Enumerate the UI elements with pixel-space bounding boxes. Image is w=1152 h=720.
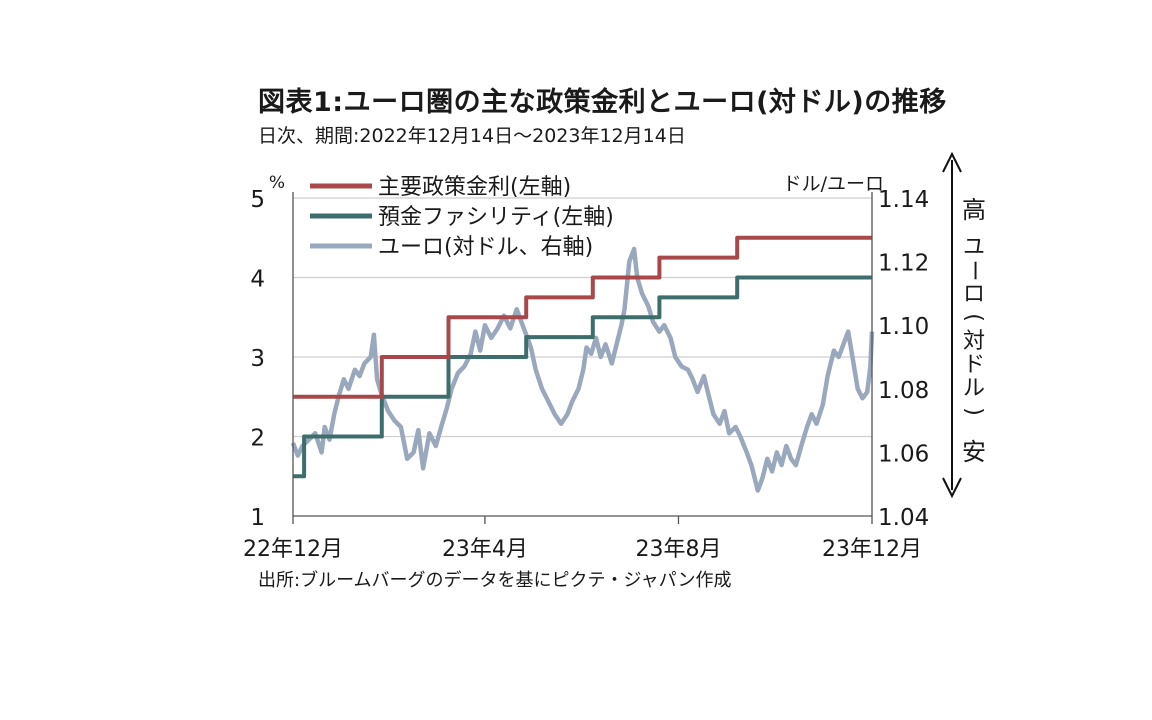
series-line-1 — [292, 275, 872, 479]
x-tick-label: 23年8月 — [635, 537, 721, 562]
arrow-head-up — [942, 151, 962, 173]
vertical-label-char: ル — [963, 376, 985, 401]
vertical-label-char: 対 — [963, 329, 985, 354]
y-right-tick-label: 1.10 — [878, 314, 929, 340]
y-left-tick-label: 1 — [250, 505, 265, 531]
x-tick-label: 23年4月 — [442, 537, 528, 562]
y-right-tick-label: 1.14 — [878, 187, 929, 213]
y-right-tick-label: 1.08 — [878, 378, 929, 404]
legend-label-0: 主要政策金利(左軸) — [378, 175, 571, 200]
series-line-2 — [290, 246, 875, 493]
y-right-unit-label: ドル/ユーロ — [783, 173, 884, 195]
vertical-label-char: ユ — [963, 235, 985, 260]
vertical-label-char: ー — [961, 259, 986, 281]
vertical-label-char: ) — [961, 407, 986, 416]
series-line-0 — [293, 235, 872, 399]
y-left-tick-label: 3 — [250, 346, 265, 372]
legend-layer: 主要政策金利(左軸) 預金ファシリティ(左軸) ユーロ(対ドル、右軸) — [310, 175, 614, 260]
chart-source: 出所:ブルームバーグのデータを基にピクテ・ジャパン作成 — [258, 570, 732, 591]
arrow-head-down — [942, 477, 962, 499]
annotation-layer: 高安 ユーロ ( 対ドル) — [942, 151, 986, 499]
y-left-tick-label: 5 — [250, 187, 265, 213]
y-right-tick-label: 1.04 — [878, 505, 929, 531]
y-right-tick-label: 1.12 — [878, 251, 929, 277]
legend-label-1: 預金ファシリティ(左軸) — [378, 205, 614, 230]
y-left-tick-label: 2 — [250, 426, 265, 452]
axes-layer: 1 2 3 4 5 1.04 1.06 1.08 1.10 1.12 1.14 22年12月 23年4月… — [243, 173, 929, 562]
y-left-unit-label: % — [269, 173, 285, 193]
y-left-tick-label: 4 — [250, 267, 265, 293]
annotation-high: 高 — [962, 196, 986, 224]
legend-label-2: ユーロ(対ドル、右軸) — [378, 235, 593, 260]
vertical-label-char: ド — [963, 353, 985, 378]
annotation-low: 安 — [962, 438, 986, 466]
chart-title: 図表1:ユーロ圏の主な政策金利とユーロ(対ドル)の推移 — [258, 87, 947, 118]
vertical-label-char: ロ — [963, 282, 985, 307]
x-tick-label: 22年12月 — [243, 537, 343, 562]
series-layer — [290, 235, 875, 493]
y-right-tick-label: 1.06 — [878, 441, 929, 467]
x-tick-label: 23年12月 — [822, 537, 922, 562]
vertical-label-char: ( — [961, 313, 986, 322]
chart-subtitle: 日次、期間:2022年12月14日〜2023年12月14日 — [258, 125, 686, 147]
